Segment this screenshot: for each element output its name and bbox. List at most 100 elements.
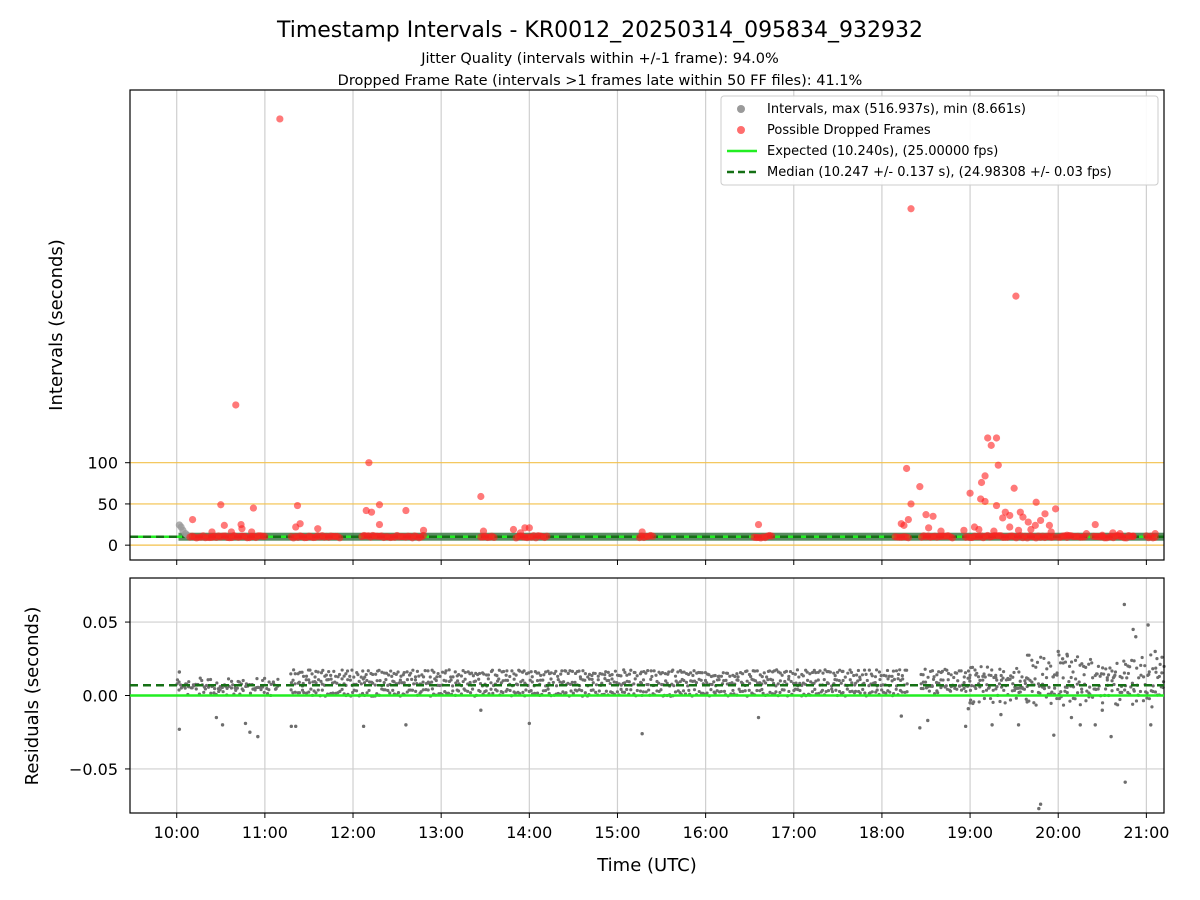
residual-point — [1140, 655, 1144, 660]
residual-point — [289, 688, 293, 692]
residual-point — [590, 677, 594, 681]
residual-point — [835, 678, 839, 682]
residual-point — [297, 680, 301, 684]
residual-point — [586, 675, 590, 679]
residual-point — [610, 677, 614, 681]
residual-point — [710, 682, 714, 687]
dropped-frame-point — [375, 501, 384, 509]
residual-point — [581, 669, 585, 673]
residual-point — [1118, 697, 1122, 702]
residual-point — [968, 679, 972, 683]
residual-point — [1034, 665, 1038, 669]
residual-point — [179, 686, 183, 690]
dropped-frame-point — [419, 526, 428, 534]
intervals-panel: 0 50 100 Intervals (seconds) — [46, 89, 1165, 565]
legend-median-label: Median (10.247 +/- 0.137 s), (24.98308 +… — [767, 165, 1112, 180]
residual-point — [1113, 670, 1118, 674]
residual-point — [310, 672, 314, 676]
dropped-frame-point — [336, 534, 344, 542]
residual-point — [921, 686, 925, 691]
residual-point — [256, 685, 260, 690]
residual-point — [848, 678, 852, 682]
residual-point — [1078, 703, 1082, 707]
residual-point — [776, 682, 780, 686]
residual-point — [612, 680, 616, 684]
residual-point — [921, 673, 925, 677]
residual-point — [987, 673, 991, 677]
residual-point — [728, 674, 732, 678]
residual-point — [810, 670, 815, 675]
residual-outlier-point — [1078, 723, 1082, 727]
residual-point — [1015, 666, 1019, 671]
residual-point — [1160, 671, 1164, 675]
residual-point — [426, 688, 430, 692]
residual-point — [1020, 675, 1024, 679]
residual-point — [577, 669, 581, 673]
residual-point — [843, 675, 847, 679]
residual-point — [1001, 676, 1005, 680]
residual-point — [357, 679, 361, 684]
residual-point — [289, 681, 294, 685]
residual-outlier-point — [990, 723, 994, 727]
dropped-frame-point — [261, 532, 269, 541]
residual-point — [985, 683, 989, 687]
residual-point — [578, 675, 582, 679]
residual-point — [430, 680, 434, 684]
residual-point — [541, 678, 545, 682]
residual-point — [830, 687, 834, 691]
residual-point — [470, 671, 474, 675]
residual-point — [649, 677, 653, 682]
residual-point — [900, 674, 904, 678]
residual-outlier-point — [527, 721, 532, 726]
residual-point — [860, 673, 865, 677]
residual-point — [676, 670, 680, 674]
residual-point — [676, 681, 680, 685]
residual-point — [848, 668, 852, 672]
residual-point — [1059, 690, 1063, 694]
residual-point — [699, 678, 703, 682]
residual-point — [896, 672, 901, 676]
residual-outlier-point — [1052, 733, 1056, 737]
residual-point — [892, 677, 897, 681]
residual-point — [854, 673, 859, 677]
residual-point — [340, 668, 344, 672]
residual-point — [208, 677, 213, 682]
residual-point — [200, 678, 204, 683]
residual-point — [324, 673, 328, 677]
residual-point — [440, 670, 445, 674]
residual-point — [715, 689, 719, 693]
residual-point — [453, 670, 457, 674]
residual-point — [432, 670, 436, 674]
dropped-frame-point — [990, 527, 998, 535]
residual-point — [387, 673, 391, 677]
residual-point — [1030, 680, 1034, 684]
residual-point — [1087, 691, 1091, 695]
residual-point — [316, 670, 320, 674]
residual-point — [569, 689, 573, 693]
residual-point — [539, 673, 543, 677]
residual-point — [1021, 687, 1025, 691]
residual-point — [308, 681, 312, 685]
residual-point — [583, 678, 587, 682]
residual-point — [289, 672, 293, 676]
dropped-frame-point — [367, 508, 376, 516]
residual-point — [1154, 670, 1158, 674]
residual-point — [969, 698, 973, 702]
residual-point — [377, 668, 381, 672]
residual-point — [935, 673, 939, 677]
dropped-frame-point — [276, 115, 284, 123]
legend-intervals-label: Intervals, max (516.937s), min (8.661s) — [767, 102, 1026, 117]
residual-point — [363, 675, 367, 679]
residual-point — [1001, 670, 1006, 674]
residual-outlier-point — [361, 724, 366, 729]
dropped-frame-point — [904, 534, 912, 542]
residual-point — [791, 671, 795, 676]
residual-point — [672, 684, 676, 688]
residual-point — [1104, 687, 1108, 691]
residual-point — [313, 675, 317, 679]
residuals-y-label: Residuals (seconds) — [22, 607, 43, 786]
residual-point — [789, 679, 793, 684]
residual-point — [853, 689, 858, 693]
residual-point — [549, 671, 553, 675]
dropped-frame-point — [477, 492, 485, 501]
